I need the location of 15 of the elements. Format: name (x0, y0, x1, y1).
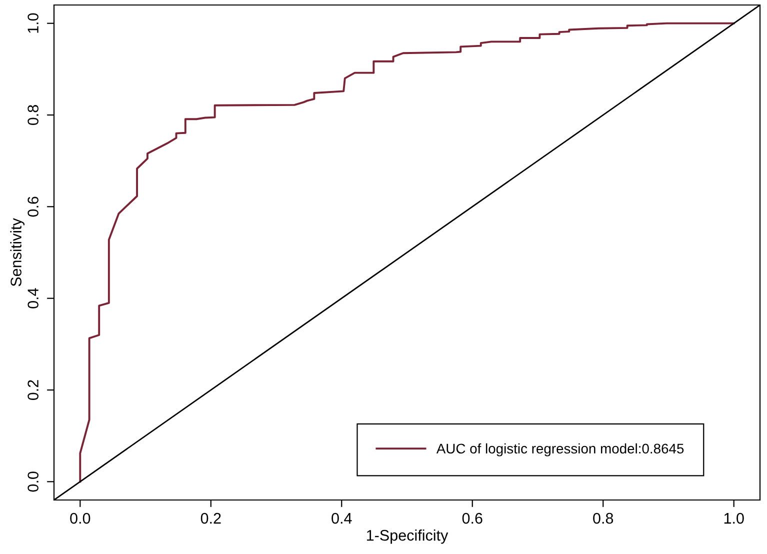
x-tick-label: 0.2 (200, 512, 221, 524)
x-tick-label: 0.0 (70, 512, 90, 524)
x-tick-label: 1.0 (724, 512, 744, 524)
x-tick-label: 0.4 (332, 512, 352, 524)
y-tick-label: 0.6 (28, 196, 38, 217)
y-tick-label: 0.2 (28, 380, 38, 400)
legend-label: AUC of logistic regression model:0.8645 (436, 443, 684, 456)
x-axis-title: 1-Specificity (366, 530, 448, 544)
y-axis-title: Sensitivity (10, 218, 24, 286)
y-tick-label: 0.4 (28, 288, 38, 308)
y-tick-label: 0.8 (28, 105, 38, 126)
y-tick-label: 1.0 (28, 13, 38, 33)
x-tick-label: 0.8 (593, 512, 614, 524)
x-tick-label: 0.6 (462, 512, 482, 524)
y-tick-label: 0.0 (28, 472, 38, 492)
